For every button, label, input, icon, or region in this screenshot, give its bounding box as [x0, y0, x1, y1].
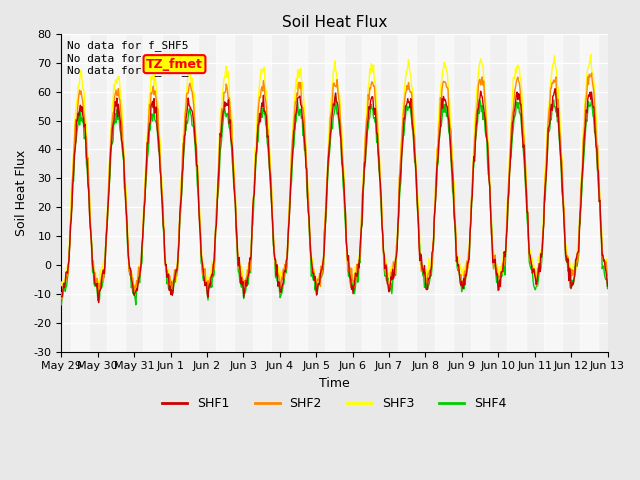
SHF1 — [209, 273, 216, 278]
Legend: SHF1, SHF2, SHF3, SHF4: SHF1, SHF2, SHF3, SHF4 — [157, 392, 512, 415]
Bar — [362, 34, 380, 351]
Title: Soil Heat Flux: Soil Heat Flux — [282, 15, 387, 30]
SHF4 — [403, 107, 410, 112]
SHF2 — [124, 243, 132, 249]
SHF2 — [417, 268, 425, 274]
Y-axis label: Soil Heat Flux: Soil Heat Flux — [15, 150, 28, 236]
Line: SHF3: SHF3 — [61, 54, 607, 294]
SHF4 — [180, 152, 188, 157]
Bar — [544, 34, 562, 351]
SHF2 — [58, 297, 66, 302]
Line: SHF4: SHF4 — [61, 96, 607, 305]
Text: TZ_fmet: TZ_fmet — [146, 58, 203, 71]
SHF2 — [180, 141, 188, 146]
Line: SHF2: SHF2 — [61, 73, 607, 300]
Bar — [398, 34, 417, 351]
SHF3 — [180, 122, 188, 128]
Bar — [508, 34, 525, 351]
Bar — [107, 34, 125, 351]
SHF2 — [402, 91, 410, 96]
Bar — [143, 34, 161, 351]
SHF4 — [124, 241, 131, 247]
SHF3 — [94, 291, 102, 297]
SHF3 — [417, 265, 425, 271]
SHF3 — [124, 249, 132, 255]
SHF1 — [402, 103, 410, 109]
SHF3 — [58, 283, 65, 288]
SHF3 — [604, 266, 611, 272]
SHF1 — [180, 145, 188, 151]
SHF4 — [67, 211, 75, 216]
SHF4 — [58, 302, 65, 308]
SHF3 — [402, 76, 410, 82]
SHF4 — [209, 271, 216, 277]
SHF2 — [58, 290, 65, 296]
SHF2 — [588, 70, 595, 76]
X-axis label: Time: Time — [319, 377, 350, 390]
SHF1 — [58, 294, 65, 300]
SHF1 — [551, 86, 559, 92]
SHF1 — [95, 300, 102, 306]
SHF1 — [67, 216, 75, 222]
Bar — [180, 34, 198, 351]
SHF1 — [124, 252, 132, 258]
SHF4 — [419, 266, 426, 272]
SHF4 — [132, 302, 140, 308]
SHF3 — [67, 187, 75, 193]
Bar — [325, 34, 344, 351]
SHF1 — [417, 254, 425, 260]
SHF3 — [587, 51, 595, 57]
Text: No data for f_SHF5
No data for f_SHF_1
No data for f_SHF_2: No data for f_SHF5 No data for f_SHF_1 N… — [67, 40, 195, 76]
SHF2 — [604, 273, 611, 278]
SHF3 — [209, 269, 216, 275]
SHF2 — [68, 183, 76, 189]
SHF1 — [604, 283, 611, 289]
Bar — [580, 34, 598, 351]
Bar — [289, 34, 307, 351]
Line: SHF1: SHF1 — [61, 89, 607, 303]
SHF2 — [209, 268, 216, 274]
Bar — [471, 34, 489, 351]
Bar — [253, 34, 271, 351]
SHF4 — [604, 286, 611, 291]
Bar — [70, 34, 89, 351]
Bar — [216, 34, 234, 351]
Bar — [435, 34, 452, 351]
SHF4 — [332, 93, 339, 99]
